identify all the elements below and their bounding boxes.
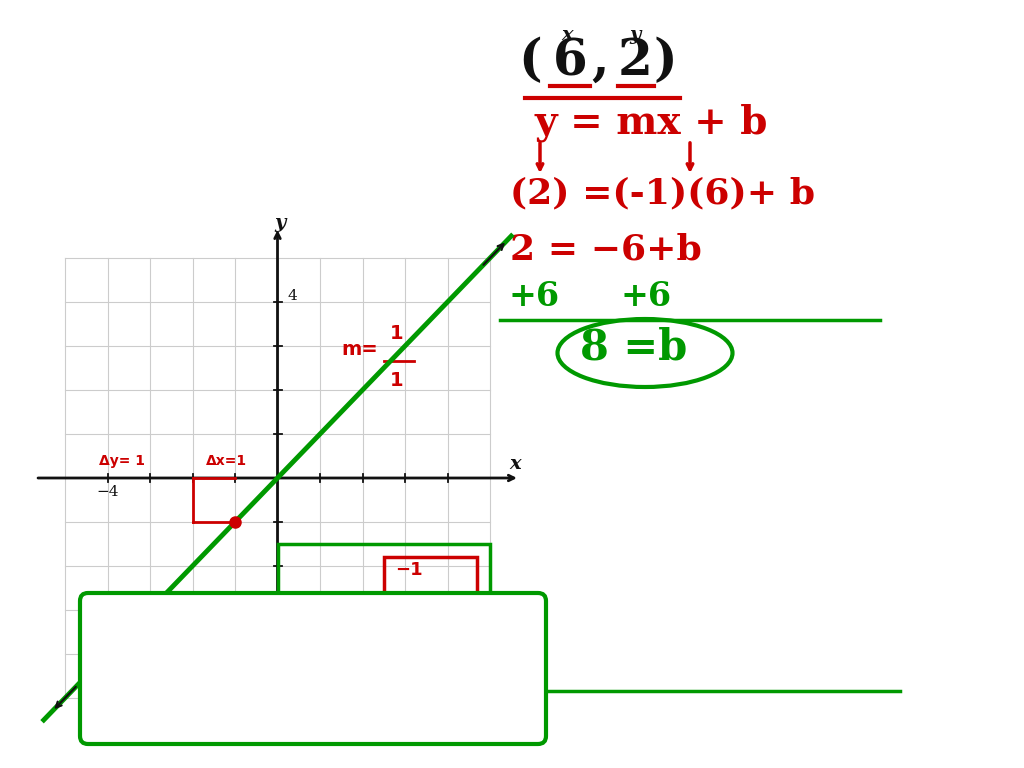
Text: −1: −1 bbox=[395, 561, 423, 579]
Text: y = −1x + 8: y = −1x + 8 bbox=[110, 670, 452, 721]
Text: y: y bbox=[630, 26, 641, 44]
Text: x: x bbox=[510, 455, 521, 473]
Text: 6: 6 bbox=[553, 37, 588, 86]
Text: m⊥=: m⊥= bbox=[295, 596, 345, 614]
Text: ): ) bbox=[653, 37, 677, 86]
Text: (: ( bbox=[518, 37, 542, 86]
Text: 1: 1 bbox=[390, 371, 403, 389]
FancyBboxPatch shape bbox=[80, 593, 546, 744]
Bar bbox=[278, 544, 490, 698]
Text: x: x bbox=[561, 26, 572, 44]
Text: y: y bbox=[274, 214, 286, 232]
Text: Δy= 1: Δy= 1 bbox=[99, 454, 145, 468]
Text: 2: 2 bbox=[617, 37, 652, 86]
Text: +6: +6 bbox=[508, 280, 559, 313]
Bar bbox=[384, 558, 477, 689]
Text: m=: m= bbox=[341, 339, 378, 359]
Text: (2) =(-1)(6)+ b: (2) =(-1)(6)+ b bbox=[510, 176, 815, 210]
Text: 1: 1 bbox=[390, 324, 403, 343]
Text: 4: 4 bbox=[288, 289, 297, 303]
Text: Δx=1: Δx=1 bbox=[206, 454, 247, 468]
Text: −4: −4 bbox=[96, 485, 119, 499]
Text: 8 =b: 8 =b bbox=[580, 327, 687, 369]
Text: +6: +6 bbox=[620, 280, 671, 313]
Text: ,: , bbox=[591, 37, 608, 86]
Text: −4: −4 bbox=[288, 641, 310, 655]
Text: 2 = −6+b: 2 = −6+b bbox=[510, 233, 701, 267]
Text: y = mx + b: y = mx + b bbox=[535, 103, 768, 141]
Text: 1: 1 bbox=[403, 644, 416, 662]
